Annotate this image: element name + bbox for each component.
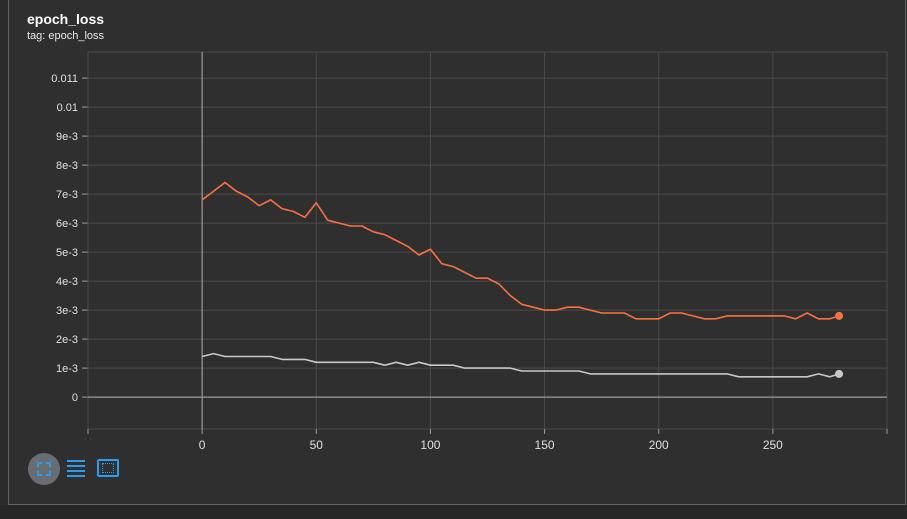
y-tick-label: 0.01 bbox=[57, 102, 78, 114]
x-tick-label: 200 bbox=[649, 438, 669, 452]
y-tick-label: 5e-3 bbox=[56, 247, 78, 259]
x-tick-label: 250 bbox=[763, 438, 783, 452]
fit-domain-icon[interactable] bbox=[28, 453, 60, 485]
toggle-log-scale-icon[interactable] bbox=[67, 460, 85, 477]
series-1-line bbox=[201, 181, 840, 320]
y-tick-label: 4e-3 bbox=[56, 276, 78, 288]
expand-chart-icon[interactable] bbox=[97, 459, 119, 477]
series-1-endpoint bbox=[835, 311, 844, 320]
chart-tag: tag: epoch_loss bbox=[27, 30, 105, 42]
y-tick-label: 7e-3 bbox=[56, 189, 78, 201]
y-tick-label: 8e-3 bbox=[56, 160, 78, 172]
y-tick-label: 0 bbox=[72, 392, 78, 404]
y-tick-label: 0.011 bbox=[51, 73, 78, 85]
x-tick-label: 0 bbox=[199, 438, 206, 452]
y-tick-label: 1e-3 bbox=[56, 363, 78, 375]
y-tick-label: 9e-3 bbox=[56, 131, 78, 143]
series-2-line bbox=[201, 352, 840, 378]
x-tick-label: 150 bbox=[535, 438, 555, 452]
chart-title: epoch_loss bbox=[27, 11, 105, 27]
y-tick-label: 2e-3 bbox=[56, 334, 78, 346]
plot-frame bbox=[87, 51, 888, 430]
series-2-endpoint bbox=[835, 369, 844, 378]
y-tick-label: 6e-3 bbox=[56, 218, 78, 230]
bottom-strip bbox=[0, 505, 907, 519]
y-tick-label: 3e-3 bbox=[56, 305, 78, 317]
x-tick-label: 100 bbox=[420, 438, 440, 452]
x-tick-label: 50 bbox=[310, 438, 324, 452]
